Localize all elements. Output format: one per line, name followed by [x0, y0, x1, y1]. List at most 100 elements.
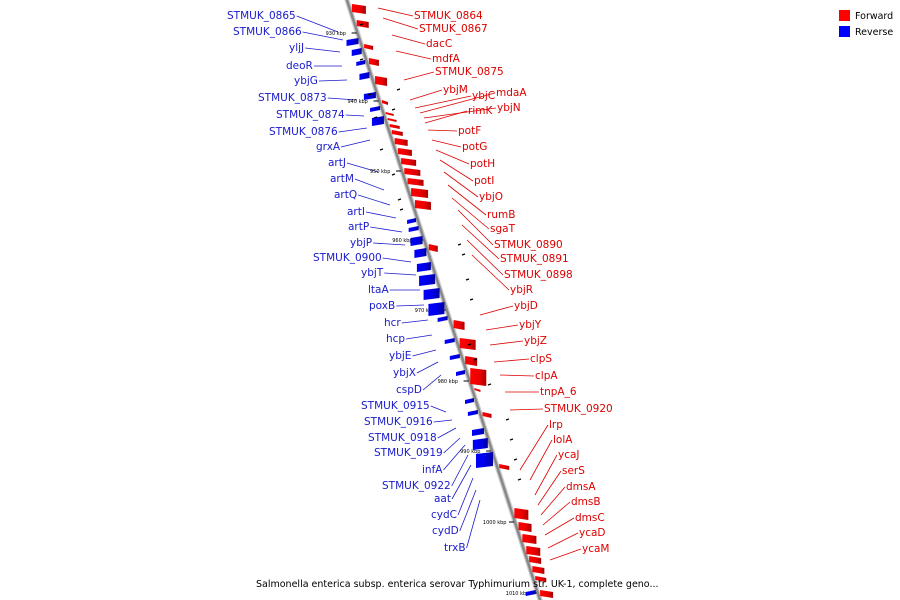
- gene-label-reverse[interactable]: artJ: [328, 157, 346, 169]
- gene-block-forward[interactable]: [474, 388, 481, 392]
- gene-block-forward[interactable]: [404, 168, 421, 176]
- gene-label-reverse[interactable]: artQ: [334, 189, 357, 201]
- gene-label-forward[interactable]: lrp: [549, 419, 563, 431]
- gene-label-forward[interactable]: rumB: [487, 209, 515, 221]
- gene-label-reverse[interactable]: STMUK_0873: [258, 92, 327, 104]
- gene-label-forward[interactable]: ybjO: [479, 191, 503, 203]
- gene-label-reverse[interactable]: ybjP: [350, 237, 372, 249]
- gene-block-reverse[interactable]: [465, 398, 475, 404]
- gene-block-reverse[interactable]: [455, 370, 465, 376]
- gene-label-reverse[interactable]: STMUK_0922: [382, 480, 451, 492]
- gene-block-forward[interactable]: [368, 58, 379, 66]
- gene-block-reverse[interactable]: [356, 60, 366, 66]
- gene-label-reverse[interactable]: aat: [434, 493, 451, 505]
- gene-block-reverse[interactable]: [351, 48, 362, 56]
- gene-block-reverse[interactable]: [419, 274, 436, 286]
- gene-label-reverse[interactable]: poxB: [369, 300, 395, 312]
- gene-block-forward[interactable]: [391, 130, 403, 136]
- gene-label-forward[interactable]: ybjR: [510, 284, 533, 296]
- gene-label-forward[interactable]: STMUK_0891: [500, 253, 569, 265]
- gene-label-reverse[interactable]: cydC: [431, 509, 457, 521]
- gene-label-forward[interactable]: tnpA_6: [540, 386, 577, 398]
- gene-label-forward[interactable]: ybjN: [497, 102, 521, 114]
- gene-label-forward[interactable]: potI: [474, 175, 494, 187]
- gene-block-reverse[interactable]: [407, 218, 417, 224]
- gene-label-reverse[interactable]: hcp: [386, 333, 405, 345]
- gene-block-reverse[interactable]: [346, 38, 359, 46]
- gene-block-forward[interactable]: [428, 244, 438, 252]
- gene-label-forward[interactable]: ybjY: [519, 319, 542, 331]
- gene-label-forward[interactable]: STMUK_0898: [504, 269, 573, 281]
- gene-block-forward[interactable]: [532, 566, 545, 574]
- gene-label-reverse[interactable]: ltaA: [368, 284, 389, 296]
- gene-label-reverse[interactable]: STMUK_0876: [269, 126, 338, 138]
- gene-label-reverse[interactable]: yljJ: [289, 42, 304, 54]
- gene-block-forward[interactable]: [351, 4, 366, 14]
- gene-label-forward[interactable]: STMUK_0890: [494, 239, 563, 251]
- gene-block-forward[interactable]: [411, 188, 429, 198]
- gene-label-forward[interactable]: mdfA: [432, 53, 461, 65]
- gene-block-forward[interactable]: [518, 522, 532, 532]
- gene-block-reverse[interactable]: [416, 262, 431, 272]
- gene-label-forward[interactable]: ybjC: [472, 90, 495, 102]
- gene-block-forward[interactable]: [389, 124, 400, 129]
- gene-block-forward[interactable]: [387, 118, 397, 122]
- gene-block-reverse[interactable]: [475, 452, 493, 468]
- gene-label-forward[interactable]: mdaA: [496, 87, 527, 99]
- gene-label-reverse[interactable]: STMUK_0866: [233, 26, 302, 38]
- gene-label-forward[interactable]: ycaD: [579, 527, 606, 539]
- gene-label-reverse[interactable]: ybjX: [393, 367, 416, 379]
- gene-label-reverse[interactable]: ybjE: [389, 350, 411, 362]
- gene-block-forward[interactable]: [364, 44, 374, 50]
- gene-block-forward[interactable]: [414, 200, 431, 210]
- gene-block-forward[interactable]: [535, 576, 547, 582]
- gene-label-forward[interactable]: potF: [458, 125, 481, 137]
- gene-label-reverse[interactable]: STMUK_0865: [227, 10, 296, 22]
- gene-block-reverse[interactable]: [428, 302, 445, 316]
- gene-label-forward[interactable]: lolA: [553, 434, 573, 446]
- gene-label-forward[interactable]: ybjD: [514, 300, 538, 312]
- gene-label-reverse[interactable]: trxB: [444, 542, 466, 554]
- gene-label-forward[interactable]: dmsB: [571, 496, 601, 508]
- gene-block-reverse[interactable]: [414, 248, 427, 258]
- gene-label-reverse[interactable]: STMUK_0900: [313, 252, 382, 264]
- gene-label-reverse[interactable]: artM: [330, 173, 354, 185]
- gene-label-forward[interactable]: dmsA: [566, 481, 596, 493]
- gene-block-reverse[interactable]: [410, 236, 423, 246]
- gene-block-reverse[interactable]: [370, 106, 381, 112]
- gene-block-forward[interactable]: [499, 464, 510, 470]
- gene-label-forward[interactable]: clpS: [530, 353, 552, 365]
- gene-block-forward[interactable]: [514, 508, 529, 520]
- gene-label-reverse[interactable]: cydD: [432, 525, 459, 537]
- gene-label-forward[interactable]: STMUK_0920: [544, 403, 613, 415]
- gene-block-forward[interactable]: [407, 178, 424, 186]
- gene-block-forward[interactable]: [526, 546, 541, 556]
- gene-label-forward[interactable]: ybjM: [443, 84, 468, 96]
- gene-block-reverse[interactable]: [423, 288, 440, 300]
- gene-label-reverse[interactable]: STMUK_0916: [364, 416, 433, 428]
- gene-label-forward[interactable]: dmsC: [575, 512, 605, 524]
- gene-block-forward[interactable]: [394, 138, 408, 146]
- gene-label-forward[interactable]: STMUK_0875: [435, 66, 504, 78]
- gene-label-forward[interactable]: ycaM: [582, 543, 609, 555]
- gene-block-forward[interactable]: [453, 320, 465, 330]
- gene-label-reverse[interactable]: STMUK_0915: [361, 400, 430, 412]
- gene-block-reverse[interactable]: [467, 410, 478, 416]
- gene-label-forward[interactable]: serS: [562, 465, 585, 477]
- gene-block-reverse[interactable]: [371, 116, 384, 126]
- gene-label-forward[interactable]: rimK: [468, 105, 493, 117]
- gene-label-forward[interactable]: sgaT: [490, 223, 516, 235]
- gene-block-reverse[interactable]: [359, 72, 370, 80]
- gene-block-reverse[interactable]: [449, 354, 460, 360]
- gene-label-forward[interactable]: clpA: [535, 370, 558, 382]
- gene-label-reverse[interactable]: STMUK_0918: [368, 432, 437, 444]
- gene-label-reverse[interactable]: deoR: [286, 60, 313, 72]
- gene-block-forward[interactable]: [540, 590, 554, 598]
- gene-block-forward[interactable]: [522, 534, 537, 544]
- gene-label-reverse[interactable]: ybjT: [361, 267, 384, 279]
- gene-label-reverse[interactable]: STMUK_0919: [374, 447, 443, 459]
- gene-block-reverse[interactable]: [471, 428, 484, 436]
- gene-block-forward[interactable]: [529, 556, 542, 564]
- gene-label-reverse[interactable]: artI: [347, 206, 365, 218]
- gene-label-forward[interactable]: potG: [462, 141, 487, 153]
